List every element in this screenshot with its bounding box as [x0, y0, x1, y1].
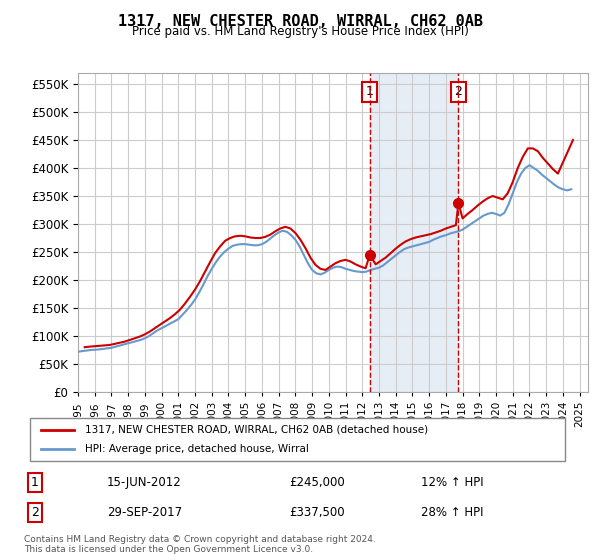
Bar	[370, 73, 458, 392]
Text: 1317, NEW CHESTER ROAD, WIRRAL, CH62 0AB (detached house): 1317, NEW CHESTER ROAD, WIRRAL, CH62 0AB…	[85, 424, 428, 435]
Text: 2: 2	[454, 86, 463, 99]
Text: HPI: Average price, detached house, Wirral: HPI: Average price, detached house, Wirr…	[85, 445, 308, 455]
Text: 15-JUN-2012: 15-JUN-2012	[107, 476, 182, 489]
Text: £245,000: £245,000	[289, 476, 345, 489]
Text: 28% ↑ HPI: 28% ↑ HPI	[421, 506, 484, 519]
Text: 12% ↑ HPI: 12% ↑ HPI	[421, 476, 484, 489]
Text: 1317, NEW CHESTER ROAD, WIRRAL, CH62 0AB: 1317, NEW CHESTER ROAD, WIRRAL, CH62 0AB	[118, 14, 482, 29]
Text: 29-SEP-2017: 29-SEP-2017	[107, 506, 182, 519]
Text: 1: 1	[366, 86, 374, 99]
Text: Contains HM Land Registry data © Crown copyright and database right 2024.
This d: Contains HM Land Registry data © Crown c…	[24, 535, 376, 554]
FancyBboxPatch shape	[29, 418, 565, 461]
Text: 2: 2	[31, 506, 39, 519]
Text: £337,500: £337,500	[289, 506, 344, 519]
Text: Price paid vs. HM Land Registry's House Price Index (HPI): Price paid vs. HM Land Registry's House …	[131, 25, 469, 38]
Text: 1: 1	[31, 476, 39, 489]
